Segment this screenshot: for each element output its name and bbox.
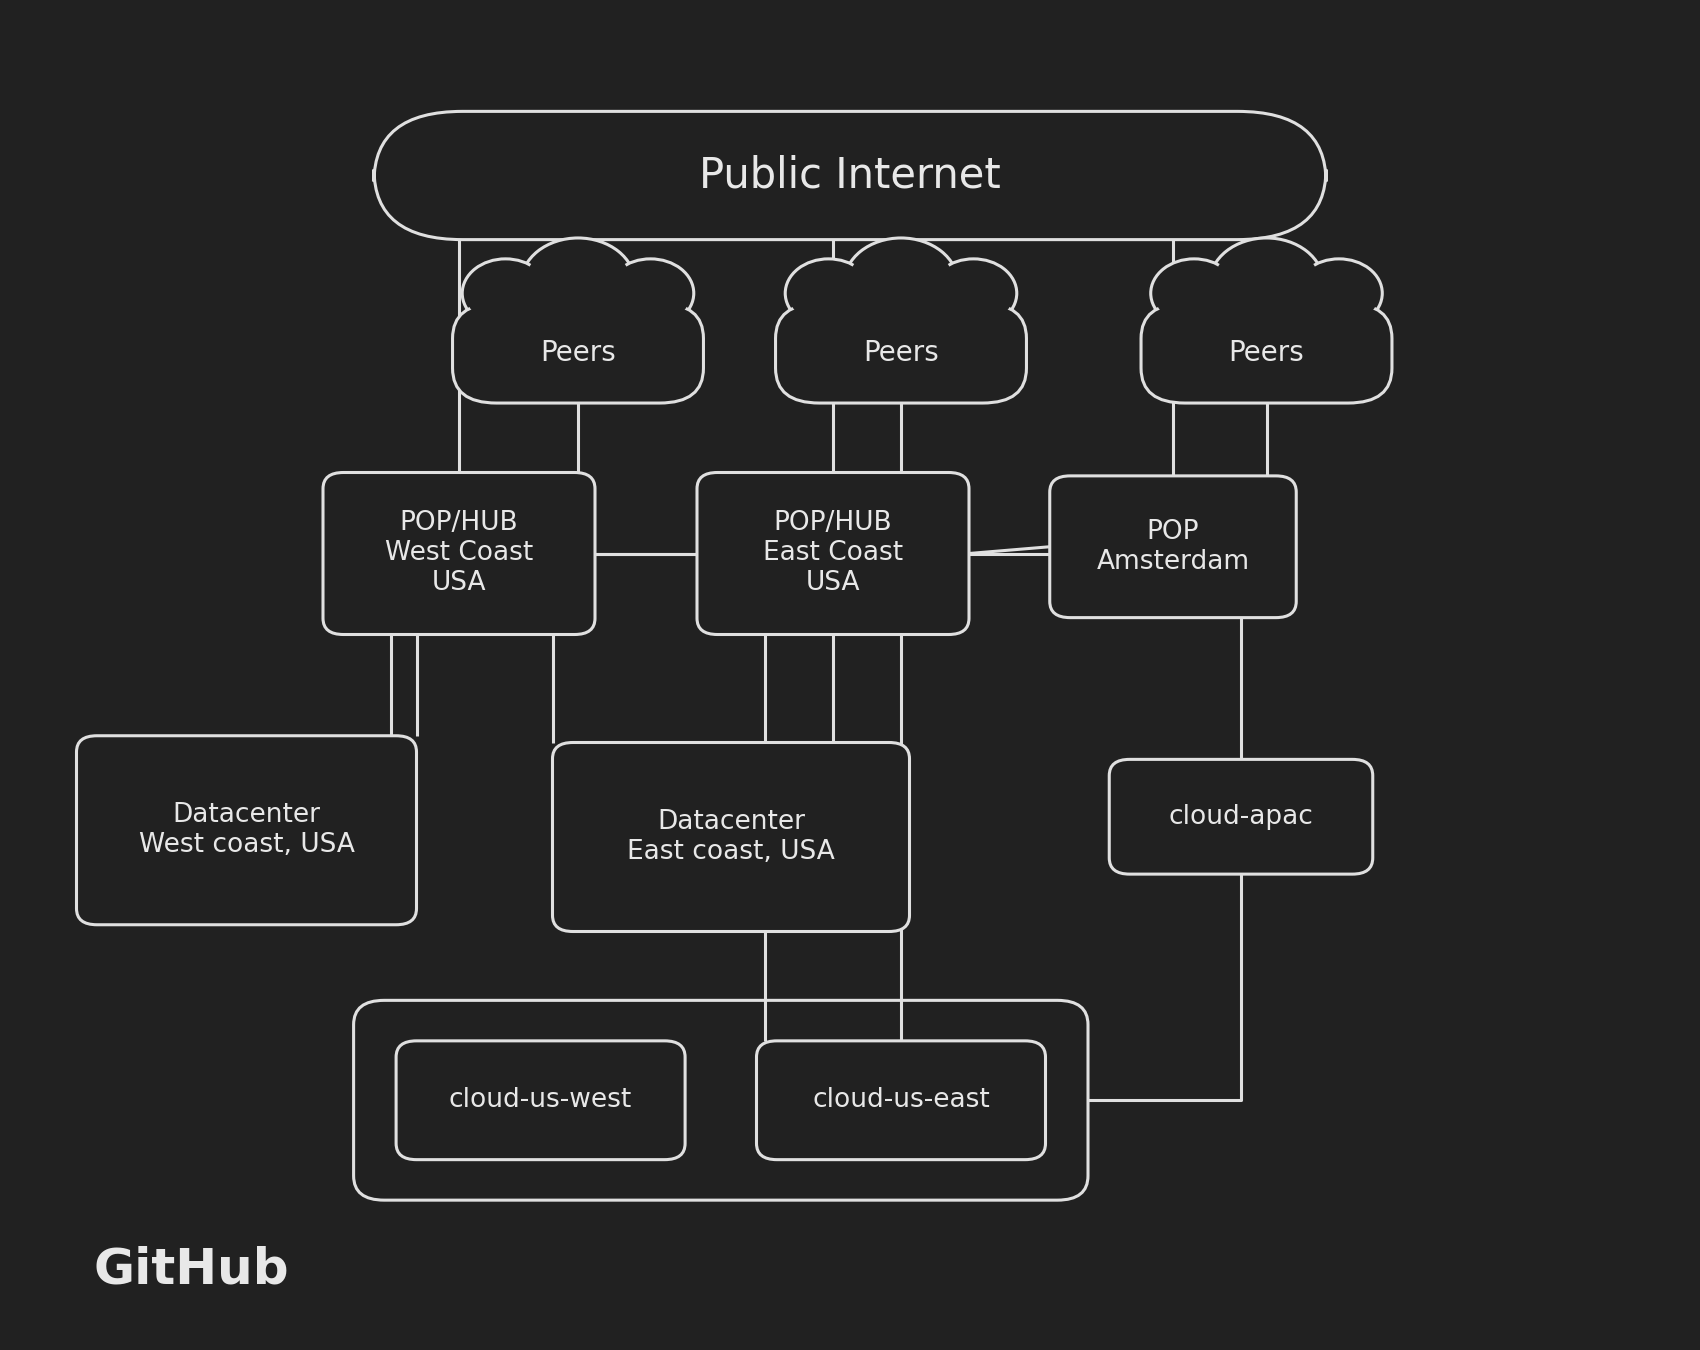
FancyBboxPatch shape <box>552 743 910 932</box>
FancyBboxPatch shape <box>396 1041 685 1160</box>
Text: Peers: Peers <box>864 339 938 367</box>
Ellipse shape <box>848 242 954 325</box>
FancyBboxPatch shape <box>775 304 1027 404</box>
Ellipse shape <box>1154 262 1234 325</box>
FancyBboxPatch shape <box>1141 304 1392 404</box>
Text: Public Internet: Public Internet <box>699 154 1001 197</box>
FancyBboxPatch shape <box>374 112 1326 240</box>
Text: Peers: Peers <box>541 339 615 367</box>
Text: cloud-us-east: cloud-us-east <box>813 1087 989 1114</box>
FancyBboxPatch shape <box>779 306 1023 401</box>
Ellipse shape <box>789 262 869 325</box>
FancyBboxPatch shape <box>1049 477 1295 618</box>
Ellipse shape <box>462 259 549 328</box>
Ellipse shape <box>1209 238 1323 328</box>
Text: Datacenter
West coast, USA: Datacenter West coast, USA <box>139 802 354 859</box>
Text: Datacenter
East coast, USA: Datacenter East coast, USA <box>627 809 835 865</box>
Text: Peers: Peers <box>1229 339 1304 367</box>
Text: POP/HUB
West Coast
USA: POP/HUB West Coast USA <box>384 510 534 597</box>
Text: GitHub: GitHub <box>94 1245 289 1293</box>
FancyBboxPatch shape <box>756 1041 1046 1160</box>
FancyBboxPatch shape <box>1108 759 1372 875</box>
Ellipse shape <box>1151 259 1238 328</box>
FancyBboxPatch shape <box>323 472 595 634</box>
Ellipse shape <box>785 259 872 328</box>
Text: POP
Amsterdam: POP Amsterdam <box>1096 518 1250 575</box>
FancyBboxPatch shape <box>452 304 704 404</box>
FancyBboxPatch shape <box>697 472 969 634</box>
FancyBboxPatch shape <box>1144 306 1389 401</box>
Ellipse shape <box>525 242 631 325</box>
Ellipse shape <box>466 262 546 325</box>
Ellipse shape <box>520 238 636 328</box>
Ellipse shape <box>610 262 690 325</box>
FancyBboxPatch shape <box>456 306 700 401</box>
FancyBboxPatch shape <box>76 736 416 925</box>
Ellipse shape <box>1295 259 1382 328</box>
Text: cloud-apac: cloud-apac <box>1168 803 1314 830</box>
Ellipse shape <box>607 259 694 328</box>
Ellipse shape <box>843 238 959 328</box>
Ellipse shape <box>933 262 1013 325</box>
Ellipse shape <box>1214 242 1319 325</box>
Text: cloud-us-west: cloud-us-west <box>449 1087 632 1114</box>
Ellipse shape <box>1299 262 1379 325</box>
Ellipse shape <box>930 259 1017 328</box>
Text: POP/HUB
East Coast
USA: POP/HUB East Coast USA <box>763 510 903 597</box>
